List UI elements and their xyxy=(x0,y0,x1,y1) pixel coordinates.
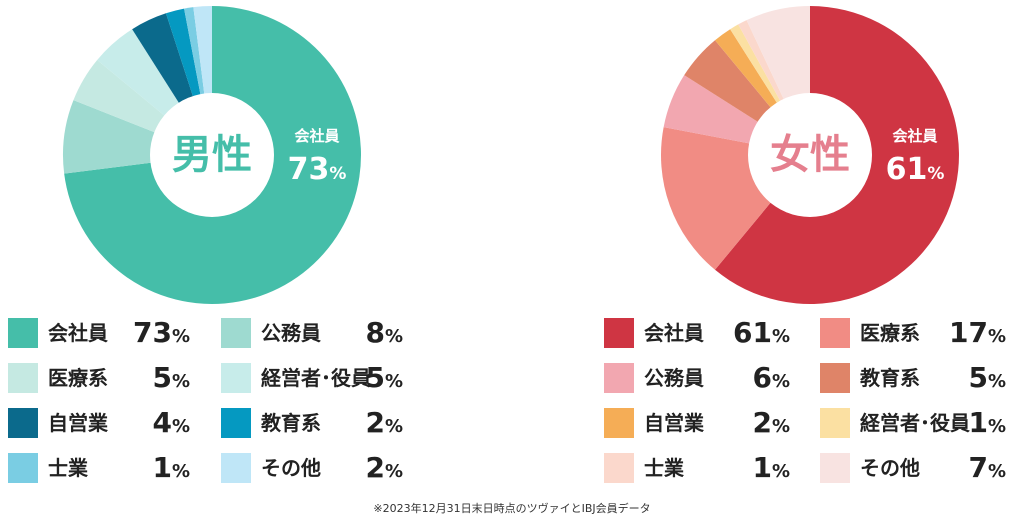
highlight-value: 61% xyxy=(886,152,945,187)
legend-item: 自営業 2% xyxy=(604,406,790,439)
legend-label: 会社員 xyxy=(644,321,704,345)
legend-swatch xyxy=(8,408,38,438)
legend-label: 会社員 xyxy=(48,321,108,345)
legend-value: 8% xyxy=(365,316,403,349)
legend-swatch xyxy=(820,408,850,438)
legend-item: その他 2% xyxy=(221,451,403,484)
footnote: ※2023年12月31日末日時点のツヴァイとIBJ会員データ xyxy=(373,502,651,515)
legend-value: 73% xyxy=(132,316,190,349)
legend-value: 1% xyxy=(968,406,1006,439)
legend-swatch xyxy=(820,318,850,348)
legend-swatch xyxy=(8,453,38,483)
highlight-label: 会社員 xyxy=(892,127,937,145)
legend-label: 自営業 xyxy=(644,411,704,435)
legend-value: 6% xyxy=(752,361,790,394)
legend-swatch xyxy=(221,318,251,348)
legend-swatch xyxy=(604,318,634,348)
legend-label: 士業 xyxy=(644,456,684,480)
highlight-label: 会社員 xyxy=(294,127,339,145)
male-donut-chart: 男性 会社員 73% xyxy=(62,5,361,304)
legend-swatch xyxy=(604,408,634,438)
legend-value: 1% xyxy=(152,451,190,484)
legend-item: 教育系 5% xyxy=(820,361,1006,394)
donut-hole xyxy=(150,93,274,217)
legend-label: 自営業 xyxy=(48,411,108,435)
legend-label: 士業 xyxy=(48,456,88,480)
legend-item: 会社員 73% xyxy=(8,316,190,349)
legend-value: 2% xyxy=(365,406,403,439)
legend-item: 医療系 17% xyxy=(820,316,1006,349)
legend-value: 5% xyxy=(152,361,190,394)
legend-swatch xyxy=(8,363,38,393)
legend-label: 医療系 xyxy=(860,321,920,345)
legend-label: 医療系 xyxy=(48,366,108,390)
donut-hole xyxy=(748,93,872,217)
legend-swatch xyxy=(604,363,634,393)
legend-item: 経営者･役員 5% xyxy=(221,361,403,394)
legend-item: 士業 1% xyxy=(8,451,190,484)
legend-item: 会社員 61% xyxy=(604,316,790,349)
female-donut-chart: 女性 会社員 61% xyxy=(660,6,959,304)
center-title: 女性 xyxy=(770,132,850,178)
center-title: 男性 xyxy=(172,132,252,178)
legend-label: 経営者･役員 xyxy=(860,411,970,435)
donut-charts: 男性 会社員 73% 女性 会社員 61% xyxy=(62,5,959,304)
legend-value: 61% xyxy=(732,316,790,349)
legend-swatch xyxy=(820,453,850,483)
legend-label: その他 xyxy=(860,456,920,480)
legend-swatch xyxy=(221,453,251,483)
legend-value: 1% xyxy=(752,451,790,484)
legend-item: 経営者･役員 1% xyxy=(820,406,1006,439)
legend-value: 2% xyxy=(752,406,790,439)
legend-label: 公務員 xyxy=(261,321,321,345)
legend-value: 2% xyxy=(365,451,403,484)
highlight-value: 73% xyxy=(288,152,347,187)
legend-value: 4% xyxy=(152,406,190,439)
legend-swatch xyxy=(8,318,38,348)
legend-swatch xyxy=(221,363,251,393)
legend-item: 士業 1% xyxy=(604,451,790,484)
legend-swatch xyxy=(820,363,850,393)
legend-item: 公務員 6% xyxy=(604,361,790,394)
legend-label: その他 xyxy=(261,456,321,480)
legend-label: 教育系 xyxy=(261,411,321,435)
legend-item: 教育系 2% xyxy=(221,406,403,439)
legend-swatch xyxy=(221,408,251,438)
legend-value: 7% xyxy=(968,451,1006,484)
legend-label: 教育系 xyxy=(860,366,920,390)
legend-swatch xyxy=(604,453,634,483)
legend-item: 公務員 8% xyxy=(221,316,403,349)
legend-item: 医療系 5% xyxy=(8,361,190,394)
legend-item: 自営業 4% xyxy=(8,406,190,439)
legend-value: 17% xyxy=(948,316,1006,349)
legend-label: 経営者･役員 xyxy=(261,366,371,390)
legend-value: 5% xyxy=(968,361,1006,394)
legend-value: 5% xyxy=(365,361,403,394)
legend-item: その他 7% xyxy=(820,451,1006,484)
legend-label: 公務員 xyxy=(644,366,704,390)
